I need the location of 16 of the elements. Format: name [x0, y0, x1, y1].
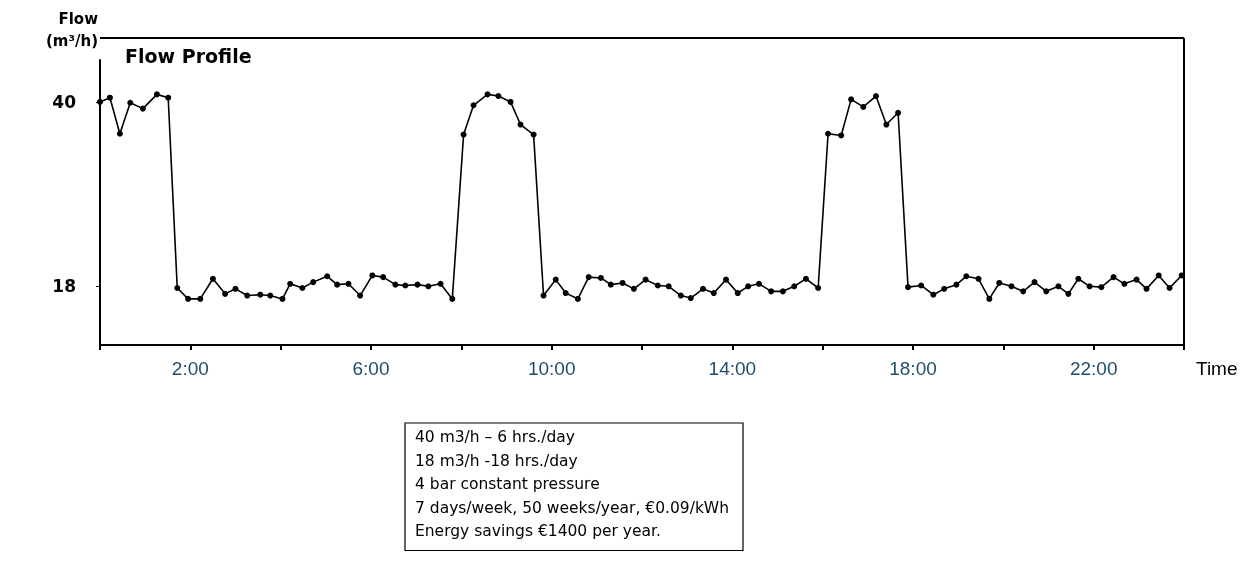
x-tick-label: 18:00: [889, 358, 937, 379]
x-tick-label: 10:00: [527, 358, 576, 379]
x-tick-label: 6:00: [352, 358, 390, 379]
text: 4 bar constant pressure: [415, 475, 600, 493]
y-axis-title: Flow (m³/h): [45, 10, 99, 50]
chart-title: Flow Profile: [125, 44, 252, 67]
text: Energy savings €1400 per year.: [415, 522, 661, 540]
text: 40 m3/h – 6 hrs./day: [415, 428, 575, 446]
y-tick-label: 18: [52, 276, 76, 297]
x-tick-label: 14:00: [708, 358, 757, 379]
text: 7 days/week, 50 weeks/year, €0.09/kWh: [415, 498, 730, 517]
x-tick-label: 2:00: [171, 358, 209, 379]
x-axis-title: Time: [1196, 358, 1238, 379]
text: 18 m3/h -18 hrs./day: [415, 451, 578, 470]
y-tick-label: 40: [52, 91, 77, 112]
x-tick-label: 22:00: [1069, 358, 1118, 379]
